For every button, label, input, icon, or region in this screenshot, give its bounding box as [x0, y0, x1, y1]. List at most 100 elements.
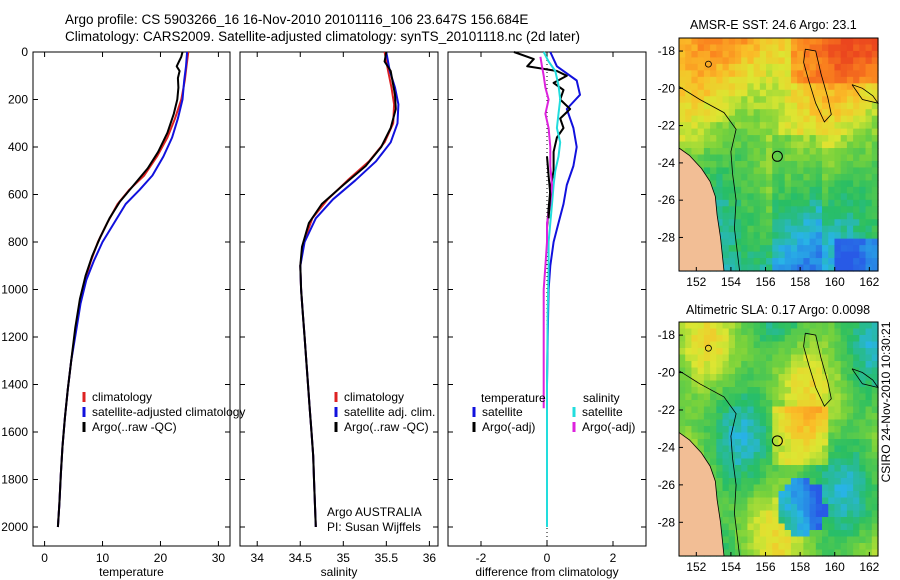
- sla-map-cell: [828, 549, 836, 557]
- sla-map-cell: [828, 335, 836, 343]
- sst-map-cell: [834, 186, 842, 194]
- sla-map-cell: [871, 510, 879, 518]
- sst-map-cell: [741, 135, 749, 143]
- sst-map-cell: [734, 102, 742, 110]
- sst-map-cell: [679, 96, 686, 104]
- sst-map-cell: [790, 96, 798, 104]
- sla-map-cell: [741, 367, 749, 375]
- sst-map-cell: [766, 186, 773, 194]
- sla-map-cell: [790, 419, 798, 427]
- sst-map-cell: [728, 63, 736, 71]
- sst-map-cell: [803, 154, 811, 162]
- sla-map-cell: [803, 523, 811, 531]
- sst-map-cell: [853, 199, 860, 207]
- sst-map-cell: [822, 199, 829, 207]
- sla-map-cell: [803, 478, 811, 486]
- sla-map-cell: [840, 491, 848, 499]
- sla-map-cell: [871, 536, 879, 544]
- sla-map-cell: [778, 517, 786, 525]
- sla-map-cell: [784, 432, 792, 440]
- sst-map-cell: [734, 50, 742, 59]
- sst-map-cell: [797, 193, 804, 201]
- sla-map-cell: [753, 478, 761, 486]
- sst-map-cell: [728, 70, 736, 78]
- sst-map-cell: [772, 89, 780, 97]
- sst-map-cell: [815, 102, 823, 110]
- sst-map-cell: [766, 135, 773, 143]
- sst-map-cell: [697, 115, 705, 123]
- sal-xtick-label: 35.5: [375, 551, 399, 565]
- sst-map-cell: [697, 122, 705, 130]
- sal-legend-satellite: satellite adj. clim.: [344, 405, 435, 419]
- diff-series-salinity-argo-adj-: [539, 56, 553, 409]
- sla-map-cell: [778, 406, 786, 414]
- sst-map-cell: [822, 109, 829, 117]
- sst-map-cell: [871, 232, 879, 240]
- sla-map-cell: [822, 387, 829, 395]
- sst-map-cell: [722, 245, 730, 253]
- sla-map-cell: [822, 504, 829, 512]
- sst-map-cell: [865, 44, 873, 52]
- sst-map-cell: [822, 238, 829, 246]
- sla-map-cell: [741, 406, 749, 414]
- sla-map-cell: [828, 465, 836, 473]
- sla-map-cell: [803, 341, 811, 349]
- sla-map-cell: [685, 400, 693, 408]
- sst-map-cell: [766, 102, 773, 110]
- pi-name-label: PI: Susan Wijffels: [327, 520, 421, 534]
- sla-map-cell: [766, 348, 773, 356]
- sst-map-cell: [865, 212, 873, 220]
- sst-map-cell: [859, 109, 867, 117]
- sst-map-cell: [679, 83, 686, 91]
- sst-map-cell: [846, 245, 854, 253]
- sla-map-cell: [790, 413, 798, 421]
- sla-map-cell: [716, 458, 724, 466]
- sst-map-cell: [840, 154, 848, 162]
- sst-map-cell: [778, 251, 786, 259]
- sst-map-cell: [716, 122, 724, 130]
- sst-map-cell: [815, 76, 823, 84]
- sla-map-cell: [790, 432, 798, 440]
- sst-map-cell: [790, 141, 798, 149]
- sst-map-cell: [703, 96, 711, 104]
- sla-map-cell: [741, 510, 749, 518]
- sst-map-cell: [809, 115, 817, 123]
- sst-map-cell: [803, 44, 811, 52]
- sst-map-cell: [734, 115, 742, 123]
- sla-map-cell: [797, 354, 804, 362]
- sla-map-cell: [753, 322, 761, 330]
- sla-map-cell: [772, 406, 780, 414]
- sst-map-cell: [853, 135, 860, 143]
- sla-map-cell: [766, 523, 773, 531]
- sla-map-cell: [734, 465, 742, 473]
- sst-map-cell: [728, 50, 736, 59]
- sst-map-cell: [797, 180, 804, 188]
- sst-map-cell: [734, 186, 742, 194]
- sla-map-cell: [734, 452, 742, 460]
- sst-map-cell: [840, 258, 848, 266]
- sla-map-cell: [722, 387, 730, 395]
- sst-map-cell: [691, 122, 699, 130]
- sla-map-cell: [747, 361, 755, 369]
- sla-map-cell: [753, 432, 761, 440]
- sst-map-depth-contour: [678, 86, 740, 272]
- sst-map-cell: [759, 89, 767, 97]
- sla-map-cell: [853, 393, 860, 401]
- sla-map-cell: [741, 361, 749, 369]
- sst-map-cell: [834, 258, 842, 266]
- sst-map-cell: [853, 160, 860, 169]
- sst-map-cell: [759, 160, 767, 169]
- sla-map-cell: [809, 322, 817, 330]
- sst-map-cell: [790, 148, 798, 156]
- sst-map-cell: [871, 76, 879, 84]
- sst-map-cell: [822, 70, 829, 78]
- sla-map-cell: [803, 413, 811, 421]
- sst-map-cell: [759, 50, 767, 59]
- sst-map-frame: [678, 37, 879, 272]
- sst-map-cell: [766, 219, 773, 227]
- sla-map-cell: [759, 439, 767, 447]
- sla-map-cell: [778, 523, 786, 531]
- sst-map-cell: [840, 264, 848, 272]
- sst-map-cell: [741, 76, 749, 84]
- sla-map-cell: [865, 471, 873, 479]
